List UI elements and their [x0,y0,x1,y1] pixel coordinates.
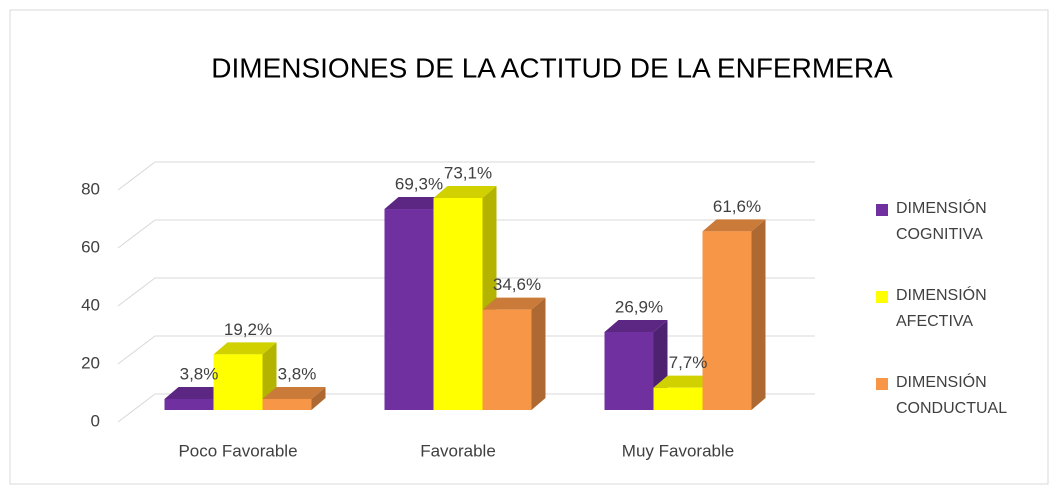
bar-front [384,209,434,410]
legend-swatch [876,291,888,303]
chart-title: DIMENSIONES DE LA ACTITUD DE LA ENFERMER… [211,52,893,83]
value-label: 34,6% [493,275,541,294]
bar-top [433,186,497,199]
bar-top [653,375,717,388]
value-label: 69,3% [395,175,443,194]
bar-side [751,219,766,410]
grid-line [117,161,815,191]
bar-front [702,231,752,410]
legend-label: DIMENSIÓN COGNITIVA [896,200,987,243]
bar-front [213,354,263,410]
grid-line [117,219,815,249]
grid-line [117,393,815,423]
bar-top [213,342,277,355]
value-label: 7,7% [669,353,708,372]
bar [213,342,277,410]
value-label: 61,6% [713,197,761,216]
bar-top [262,386,326,399]
legend-swatch [876,204,888,216]
bar-front [262,398,312,410]
y-tick-label: 40 [81,295,100,314]
y-tick-label: 20 [81,353,100,372]
value-label: 19,2% [224,320,272,339]
bar-front [653,387,703,410]
bar-top [482,297,546,310]
x-tick-label: Muy Favorable [622,441,734,460]
bar-front [164,398,214,410]
bar-top [384,197,448,210]
y-tick-label: 60 [81,237,100,256]
legend-label: DIMENSIÓN CONDUCTUAL [896,374,1008,417]
x-tick-label: Poco Favorable [178,441,297,460]
bar-front [433,198,483,410]
bar-top [604,319,668,332]
bar [702,219,766,410]
bar-front [482,309,532,410]
x-tick-label: Favorable [420,441,496,460]
value-label: 3,8% [278,364,317,383]
grid-line [117,277,815,307]
bar-top [702,219,766,232]
bar-side [311,386,326,410]
value-label: 3,8% [180,364,219,383]
y-tick-label: 0 [91,411,100,430]
bar [482,297,546,410]
legend-label: DIMENSIÓN AFECTIVA [896,287,987,330]
y-tick-label: 80 [81,179,100,198]
grid-line [117,335,815,365]
bar [262,386,326,410]
legend-swatch [876,378,888,390]
bar-front [604,331,654,410]
bar-side [531,297,546,410]
value-label: 26,9% [615,297,663,316]
bar-top [164,386,228,399]
value-label: 73,1% [444,163,492,182]
